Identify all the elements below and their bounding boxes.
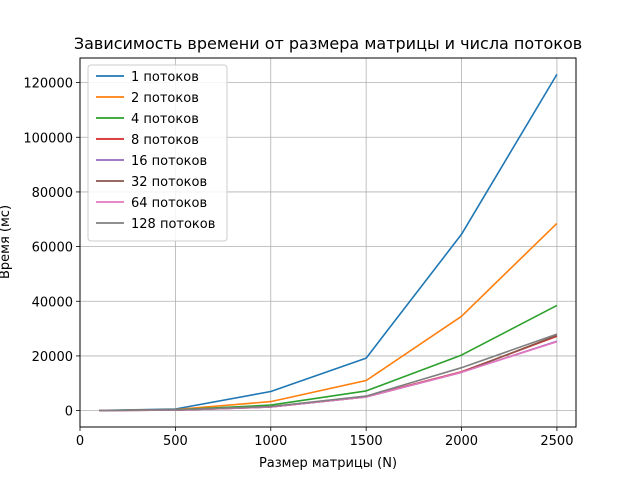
- series-line-4: [99, 335, 558, 412]
- y-tick-label: 20000: [32, 350, 73, 365]
- x-tick-label: 1500: [350, 434, 383, 449]
- legend-label: 8 потоков: [131, 133, 199, 148]
- legend-label: 2 потоков: [131, 91, 199, 106]
- legend-label: 1 потоков: [131, 70, 199, 85]
- series-line-8: [99, 333, 558, 412]
- x-tick-label: 2500: [540, 434, 573, 449]
- x-tick-label: 2000: [445, 434, 478, 449]
- x-axis-label: Размер матрицы (N): [259, 456, 397, 471]
- y-axis-ticks: 0 20000 40000 60000 80000 100000 120000: [23, 77, 80, 420]
- y-tick-label: 120000: [23, 77, 73, 92]
- legend-label: 32 потоков: [131, 175, 207, 190]
- legend-label: 16 потоков: [131, 154, 207, 169]
- y-tick-label: 100000: [23, 131, 73, 146]
- legend-label: 4 потоков: [131, 112, 199, 127]
- series-lines: [99, 73, 558, 412]
- series-line-6: [99, 334, 558, 412]
- legend-box: [87, 64, 228, 242]
- y-tick-label: 80000: [32, 186, 73, 201]
- y-tick-label: 40000: [32, 295, 73, 310]
- plot-frame: [79, 57, 577, 428]
- chart-title: Зависимость времени от размера матрицы и…: [74, 34, 582, 53]
- x-tick-label: 1000: [254, 434, 287, 449]
- y-axis-label: Время (мс): [0, 205, 13, 279]
- legend-label: 128 потоков: [131, 217, 215, 232]
- series-line-2: [99, 222, 558, 412]
- y-tick-label: 60000: [32, 241, 73, 256]
- y-tick-label: 0: [65, 405, 73, 420]
- x-axis-ticks: 0 500 1000 1500 2000 2500: [76, 427, 573, 449]
- x-tick-label: 0: [76, 434, 84, 449]
- x-tick-label: 500: [163, 434, 188, 449]
- legend: 1 потоков 2 потоков 4 потоков 8 потоков 16 п…: [87, 64, 228, 242]
- legend-label: 64 потоков: [131, 196, 207, 211]
